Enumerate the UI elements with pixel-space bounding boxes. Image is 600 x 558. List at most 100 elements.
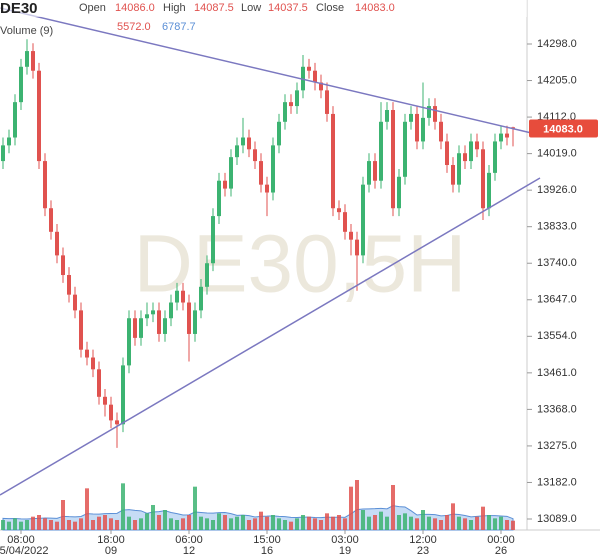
volume-bar	[97, 516, 101, 530]
volume-bar	[1, 520, 5, 530]
candle-body	[457, 153, 461, 185]
x-tick-sublabel: 16	[261, 545, 273, 557]
volume-ma-value: 6787.7	[162, 21, 196, 33]
volume-bar	[85, 488, 89, 530]
candle-body	[13, 102, 17, 138]
candle-body	[139, 318, 143, 338]
candle-body	[115, 420, 119, 425]
volume-bar	[463, 518, 467, 530]
candle-body	[487, 172, 491, 209]
candle-body	[151, 310, 155, 315]
volume-bar	[403, 513, 407, 530]
candle-body	[61, 255, 65, 276]
candle-body	[469, 141, 473, 162]
candle-body	[37, 70, 41, 162]
volume-bar	[79, 518, 83, 530]
volume-bar	[343, 518, 347, 530]
y-tick-label: 14298.0	[537, 38, 577, 50]
candle-body	[379, 121, 383, 181]
volume-bar	[139, 518, 143, 530]
volume-bar	[331, 516, 335, 530]
candle-body	[175, 290, 179, 303]
volume-bar	[193, 486, 197, 530]
volume-bar	[259, 511, 263, 530]
y-tick-label: 13647.0	[537, 294, 577, 306]
volume-bar	[445, 515, 449, 530]
volume-bar	[181, 518, 185, 530]
candle-body	[31, 51, 35, 71]
volume-bar	[265, 516, 269, 530]
y-tick-label: 13275.0	[537, 440, 577, 452]
candle-body	[91, 357, 95, 370]
candle-body	[187, 302, 191, 334]
volume-bar	[163, 510, 167, 530]
candle-body	[181, 290, 185, 303]
volume-bar	[19, 521, 23, 530]
candle-body	[67, 275, 71, 295]
volume-bar	[121, 483, 125, 530]
volume-bar	[295, 518, 299, 530]
y-tick-label: 13182.0	[537, 476, 577, 488]
candle-body	[421, 117, 425, 142]
volume-bar	[271, 515, 275, 530]
volume-bar	[73, 521, 77, 530]
volume-bar	[247, 520, 251, 530]
volume-bar	[133, 520, 137, 530]
candle-body	[253, 149, 257, 162]
candle-body	[25, 51, 29, 67]
volume-bar	[67, 520, 71, 530]
header-value: 14087.5	[194, 2, 234, 14]
candle-body	[205, 263, 209, 287]
candle-body	[373, 161, 377, 181]
candle-body	[319, 82, 323, 91]
candle-body	[331, 113, 335, 209]
candle-body	[235, 145, 239, 158]
candle-body	[481, 149, 485, 209]
volume-bar	[91, 520, 95, 530]
candle-body	[475, 141, 479, 150]
candle-body	[415, 113, 419, 142]
x-tick-label: 08:00	[7, 534, 35, 546]
candle-body	[439, 121, 443, 142]
header-value: 14083.0	[355, 2, 395, 14]
x-tick-label: 03:00	[331, 534, 359, 546]
volume-bar	[493, 518, 497, 530]
candle-body	[109, 404, 113, 421]
volume-bar	[499, 516, 503, 530]
y-tick-label: 14019.0	[537, 148, 577, 160]
volume-bar	[241, 515, 245, 530]
volume-bar	[43, 518, 47, 530]
header-bg	[0, 0, 527, 17]
volume-bar	[103, 515, 107, 530]
candle-body	[355, 239, 359, 256]
y-tick-label: 13461.0	[537, 367, 577, 379]
volume-bar	[325, 513, 329, 530]
header-name: Low	[241, 2, 261, 14]
candle-body	[271, 145, 275, 193]
x-tick-label: 18:00	[97, 534, 125, 546]
candle-body	[55, 231, 59, 256]
candle-body	[367, 161, 371, 185]
volume-bar	[151, 505, 155, 530]
volume-bar	[427, 516, 431, 530]
volume-bar	[49, 520, 53, 530]
candle-body	[451, 165, 455, 185]
candle-body	[295, 90, 299, 107]
x-tick-label: 00:00	[487, 534, 515, 546]
candle-body	[265, 184, 269, 193]
candle-body	[103, 396, 107, 405]
candle-body	[49, 208, 53, 232]
x-tick-label: 06:00	[175, 534, 203, 546]
x-tick-sublabel: 05/04/2022	[0, 545, 49, 557]
y-tick-label: 13368.0	[537, 403, 577, 415]
candle-body	[337, 208, 341, 213]
candle-body	[397, 176, 401, 209]
volume-bar	[475, 516, 479, 530]
header-value: 14086.0	[115, 2, 155, 14]
candle-body	[259, 161, 263, 185]
candle-body	[73, 294, 77, 311]
volume-bar	[13, 518, 17, 530]
